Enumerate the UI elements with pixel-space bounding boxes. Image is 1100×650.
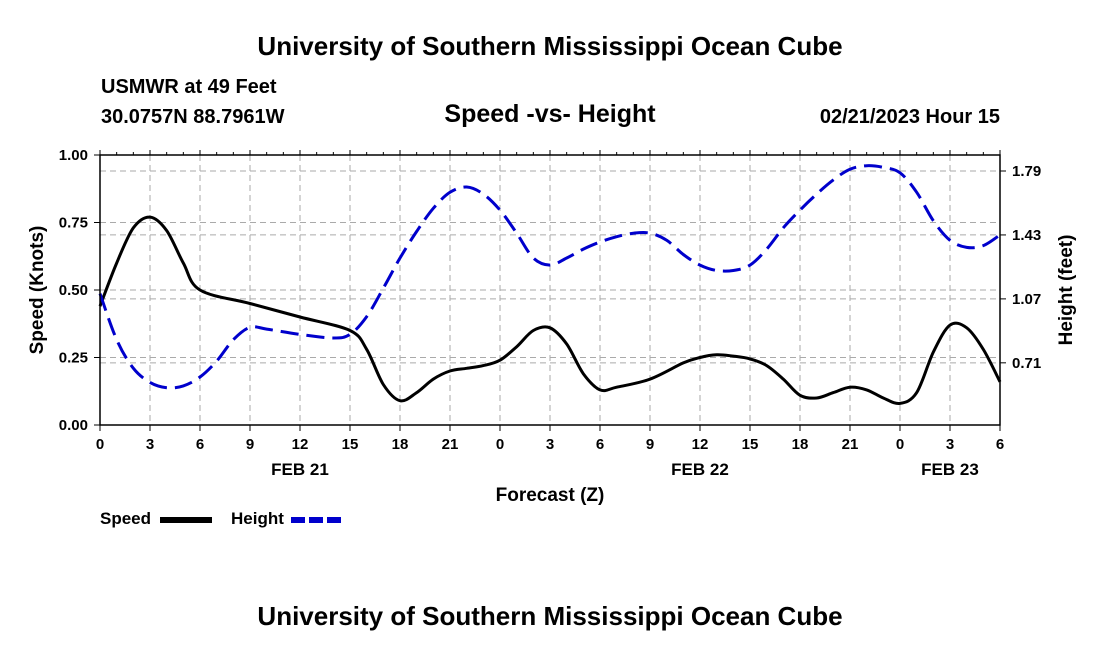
grid-lines (100, 155, 1000, 425)
x-tick-label: 0 (96, 436, 104, 453)
legend: Speed Height (100, 509, 343, 528)
y-tick-label: 0.00 (59, 417, 88, 434)
station-label: USMWR at 49 Feet (101, 76, 277, 98)
speed-height-chart: 0 3 6 9 12 15 18 21 0 3 6 9 12 15 18 21 0 3 6 0.00 0.25 0.50 0… (27, 147, 1077, 528)
x-tick-label: 18 (792, 436, 809, 453)
chart-title: Speed -vs- Height (444, 100, 656, 128)
x-axis-title: Forecast (Z) (496, 485, 605, 506)
axes (94, 150, 1006, 431)
legend-label-height: Height (231, 509, 284, 528)
x-tick-label: 12 (292, 436, 309, 453)
page-title: University of Southern Mississippi Ocean… (257, 31, 843, 61)
x-tick-label: 6 (996, 436, 1004, 453)
y2-tick-label: 1.79 (1012, 163, 1041, 180)
x-tick-label: 9 (646, 436, 654, 453)
date-label: FEB 21 (271, 460, 329, 479)
x-tick-label: 9 (246, 436, 254, 453)
series-speed-line (98, 215, 1002, 406)
coordinates-label: 30.0757N 88.7961W (101, 106, 285, 128)
date-label: FEB 23 (921, 460, 979, 479)
y-tick-label: 0.25 (59, 350, 88, 367)
y2-axis-title: Height (feet) (1056, 235, 1077, 346)
x-tick-label: 18 (392, 436, 409, 453)
x-tick-label: 21 (842, 436, 859, 453)
date-label: FEB 22 (671, 460, 729, 479)
x-tick-label: 3 (546, 436, 554, 453)
x-tick-label: 12 (692, 436, 709, 453)
y-tick-label: 1.00 (59, 147, 88, 164)
y2-tick-label: 1.07 (1012, 291, 1041, 308)
y2-tick-label: 1.43 (1012, 227, 1041, 244)
y-tick-label: 0.75 (59, 215, 88, 232)
x-tick-label: 3 (946, 436, 954, 453)
y-axis-title: Speed (Knots) (27, 226, 48, 355)
footer-title: University of Southern Mississippi Ocean… (257, 601, 843, 631)
series-height-line (98, 164, 1001, 390)
x-tick-label: 6 (596, 436, 604, 453)
y-tick-label: 0.50 (59, 282, 88, 299)
y2-tick-label: 0.71 (1012, 355, 1041, 372)
x-tick-label: 0 (496, 436, 504, 453)
axis-labels: 0 3 6 9 12 15 18 21 0 3 6 9 12 15 18 21 0 3 6 0.00 0.25 0.50 0… (27, 147, 1077, 506)
x-tick-label: 6 (196, 436, 204, 453)
x-tick-label: 3 (146, 436, 154, 453)
x-tick-label: 21 (442, 436, 459, 453)
x-tick-label: 15 (742, 436, 759, 453)
x-tick-label: 15 (342, 436, 359, 453)
datetime-label: 02/21/2023 Hour 15 (819, 106, 1000, 128)
series-lines (98, 164, 1002, 406)
x-tick-label: 0 (896, 436, 904, 453)
legend-label-speed: Speed (100, 509, 151, 528)
